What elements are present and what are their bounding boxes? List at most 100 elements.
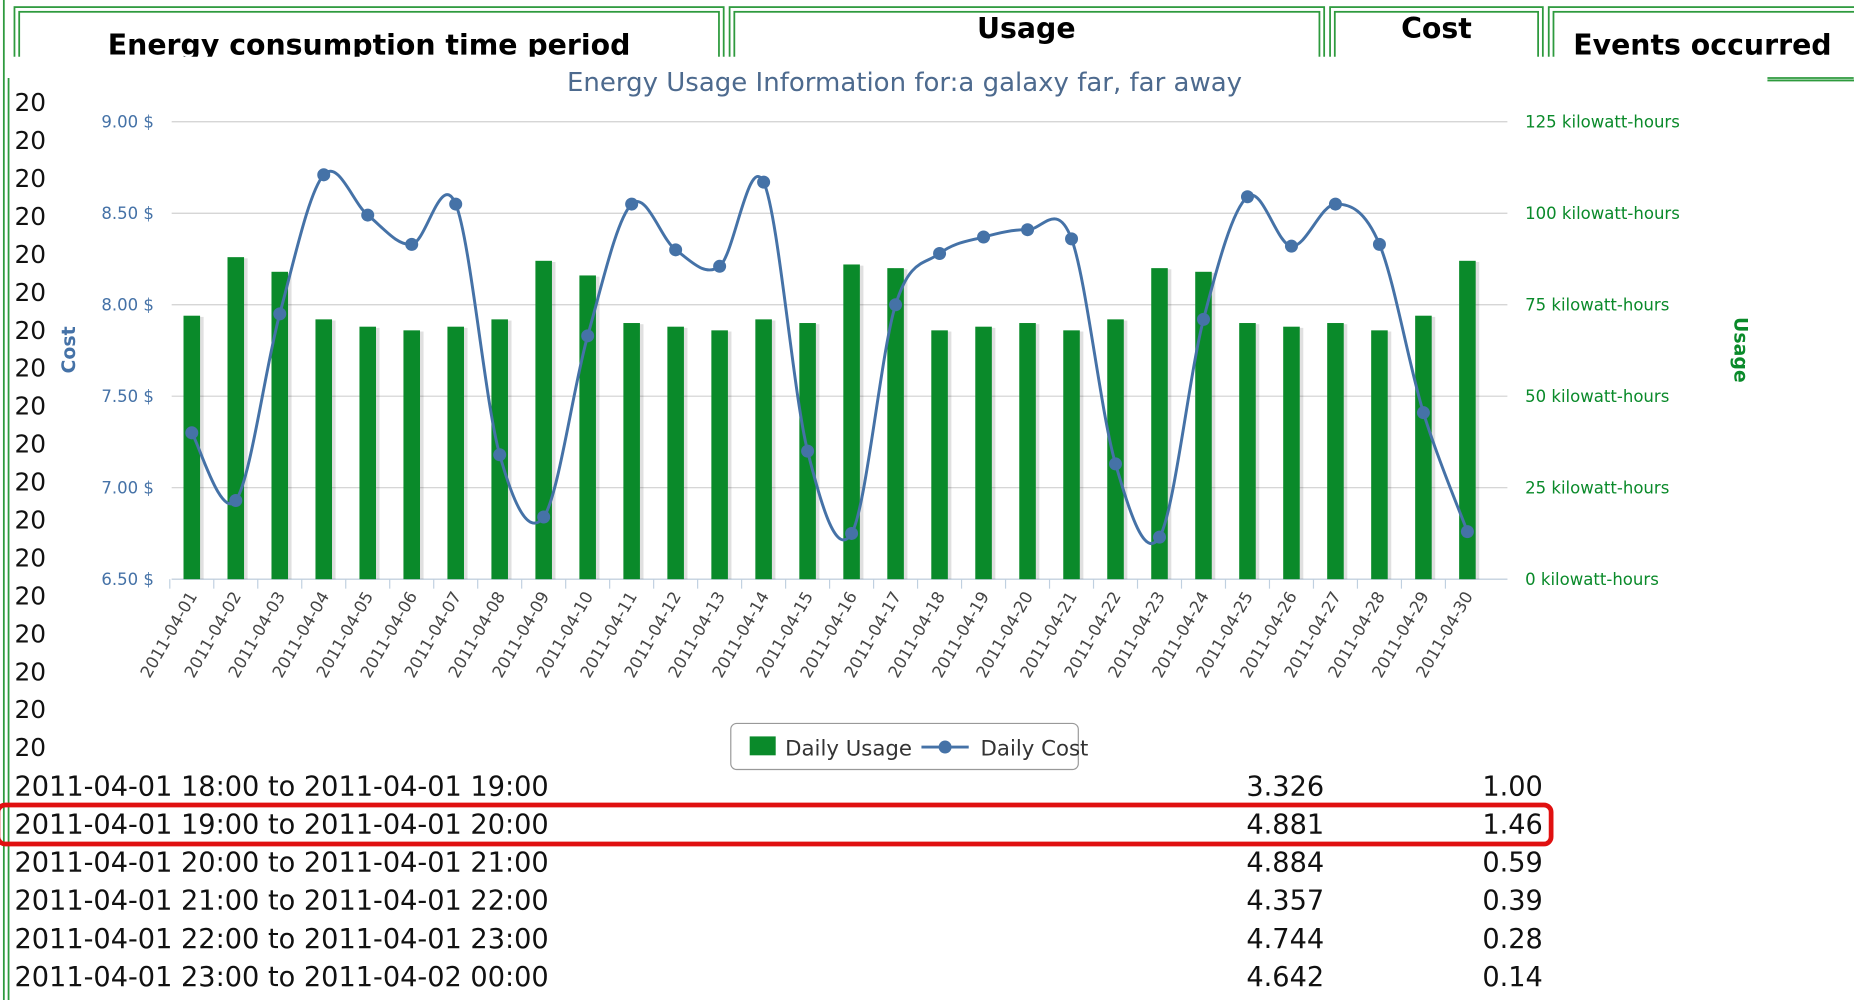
line-marker bbox=[845, 526, 859, 540]
row-label: 20 bbox=[14, 581, 46, 610]
legend-swatch bbox=[749, 736, 776, 756]
line-marker bbox=[757, 175, 771, 189]
bar bbox=[271, 271, 289, 580]
bar bbox=[1283, 326, 1300, 580]
line-marker bbox=[1153, 530, 1167, 544]
y2-tick-label: 75 kilowatt-hours bbox=[1525, 296, 1669, 315]
legend-label: Daily Cost bbox=[981, 736, 1089, 761]
cost-cell: 0.39 bbox=[1482, 886, 1543, 917]
line-marker bbox=[405, 237, 419, 251]
row-label: 20 bbox=[14, 657, 46, 686]
line-marker bbox=[713, 259, 727, 273]
row-label: 20 bbox=[14, 468, 46, 497]
side-labels: 20 20 20 20 20 20 20 20 20 20 20 20 20 20 20 20 20 20 bbox=[14, 88, 46, 762]
bar bbox=[1459, 260, 1476, 580]
line-marker bbox=[933, 246, 947, 260]
y2-axis-title: Usage bbox=[1729, 317, 1751, 383]
row-label: 20 bbox=[14, 505, 46, 534]
period-cell: 2011-04-01 22:00 to 2011-04-01 23:00 bbox=[14, 924, 548, 955]
y2-tick-label: 100 kilowatt-hours bbox=[1525, 204, 1680, 223]
line-marker bbox=[1372, 237, 1386, 251]
line-marker bbox=[1284, 239, 1298, 253]
cost-cell: 0.14 bbox=[1482, 962, 1543, 993]
bar bbox=[1239, 323, 1256, 580]
line-marker bbox=[1416, 406, 1430, 420]
usage-cell: 4.881 bbox=[1246, 810, 1324, 841]
legend bbox=[730, 722, 1079, 771]
line-marker bbox=[669, 243, 683, 257]
bar bbox=[1019, 323, 1036, 580]
line-marker bbox=[361, 208, 375, 222]
usage-cell: 3.326 bbox=[1246, 772, 1324, 803]
bar bbox=[931, 330, 948, 580]
line-marker bbox=[1065, 232, 1079, 246]
y-tick-label: 9.00 $ bbox=[101, 113, 154, 132]
y-tick-label: 6.50 $ bbox=[101, 570, 154, 589]
row-label: 20 bbox=[14, 619, 46, 648]
row-label: 20 bbox=[14, 240, 46, 269]
y-tick-label: 8.00 $ bbox=[101, 296, 154, 315]
bar bbox=[1107, 319, 1124, 580]
cost-cell: 0.59 bbox=[1482, 848, 1543, 879]
line-marker bbox=[229, 494, 243, 508]
line-marker bbox=[1109, 457, 1123, 471]
row-label: 20 bbox=[14, 354, 46, 383]
line-marker bbox=[1240, 190, 1254, 204]
period-cell: 2011-04-01 18:00 to 2011-04-01 19:00 bbox=[14, 772, 548, 803]
header-cell: Usage bbox=[977, 12, 1076, 45]
line-marker bbox=[1460, 525, 1474, 539]
y-axis-title: Cost bbox=[58, 326, 80, 373]
line-marker bbox=[185, 426, 199, 440]
bar bbox=[975, 326, 992, 580]
y2-tick-label: 50 kilowatt-hours bbox=[1525, 387, 1669, 406]
line-marker bbox=[449, 197, 463, 211]
period-cell: 2011-04-01 23:00 to 2011-04-02 00:00 bbox=[14, 962, 548, 993]
bar bbox=[447, 326, 464, 580]
header-cell: Events occurred bbox=[1573, 28, 1831, 61]
bar bbox=[183, 315, 201, 580]
line-marker bbox=[273, 307, 287, 321]
bar bbox=[403, 330, 420, 580]
line-marker bbox=[581, 329, 595, 343]
line-marker bbox=[977, 230, 991, 244]
y2-tick-label: 125 kilowatt-hours bbox=[1525, 113, 1680, 132]
usage-cell: 4.884 bbox=[1246, 848, 1324, 879]
line-marker bbox=[1328, 197, 1342, 211]
y2-tick-label: 0 kilowatt-hours bbox=[1525, 570, 1659, 589]
cost-cell: 1.46 bbox=[1482, 810, 1543, 841]
row-label: 20 bbox=[14, 316, 46, 345]
line-marker bbox=[493, 448, 507, 462]
chart-title: Energy Usage Information for:a galaxy fa… bbox=[567, 68, 1242, 98]
period-cell: 2011-04-01 21:00 to 2011-04-01 22:00 bbox=[14, 886, 548, 917]
bar bbox=[843, 264, 860, 580]
line-marker bbox=[801, 444, 815, 458]
table-rows: 2011-04-01 18:00 to 2011-04-01 19:00 3.32… bbox=[14, 772, 1542, 993]
row-label: 20 bbox=[14, 695, 46, 724]
usage-cell: 4.744 bbox=[1246, 924, 1324, 955]
bar bbox=[1415, 315, 1432, 580]
bar bbox=[623, 323, 640, 580]
line-marker bbox=[625, 197, 639, 211]
line-marker bbox=[537, 510, 551, 524]
header-cell: Energy consumption time period bbox=[108, 28, 631, 61]
bar bbox=[1371, 330, 1388, 580]
bar bbox=[1327, 323, 1344, 580]
y2-tick-label: 25 kilowatt-hours bbox=[1525, 479, 1669, 498]
line-marker bbox=[317, 168, 331, 182]
bar bbox=[579, 275, 596, 580]
row-label: 20 bbox=[14, 126, 46, 155]
y-tick-label: 7.00 $ bbox=[101, 479, 154, 498]
bar bbox=[1195, 271, 1212, 580]
line-marker bbox=[889, 298, 903, 312]
bar bbox=[1151, 268, 1168, 580]
row-label: 20 bbox=[14, 392, 46, 421]
bar bbox=[535, 260, 552, 580]
bar bbox=[887, 268, 904, 580]
row-label: 20 bbox=[14, 278, 46, 307]
bar bbox=[1063, 330, 1080, 580]
highlight-box bbox=[0, 802, 1554, 847]
y-tick-label: 8.50 $ bbox=[101, 204, 154, 223]
bar bbox=[227, 257, 245, 580]
bar bbox=[667, 326, 684, 580]
